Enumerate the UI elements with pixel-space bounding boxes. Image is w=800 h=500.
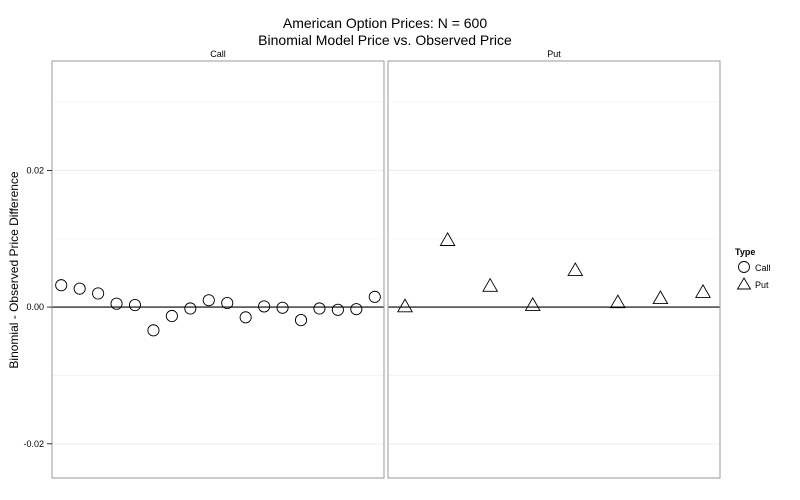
data-point-put — [439, 231, 456, 246]
legend-put-triangle-icon — [736, 277, 752, 290]
data-point-call — [147, 324, 160, 337]
data-point-call — [165, 309, 178, 323]
data-point-call — [276, 301, 289, 314]
y-tick-label: 0.00 — [26, 302, 44, 312]
data-point-call — [350, 303, 363, 316]
data-point-call — [202, 294, 215, 307]
data-point-put — [482, 277, 499, 292]
data-point-call — [258, 300, 271, 313]
data-point-call — [239, 311, 252, 324]
data-point-call — [55, 279, 68, 292]
legend-title: Type — [735, 247, 755, 257]
data-point-put — [524, 296, 541, 311]
y-tick-label: -0.02 — [23, 439, 44, 449]
data-point-call — [184, 302, 197, 315]
data-point-put — [652, 290, 669, 305]
data-point-call — [221, 296, 234, 310]
data-point-call — [92, 287, 105, 300]
panel-background — [388, 61, 720, 478]
legend-call-circle-icon — [738, 261, 750, 273]
chart-title: American Option Prices: N = 600 — [283, 15, 487, 31]
facet-strip-label: Call — [210, 49, 226, 59]
panel-background — [52, 61, 384, 478]
panel-border — [51, 60, 385, 479]
panel-border — [387, 60, 721, 479]
y-axis-label: Binomial - Observed Price Difference — [7, 171, 21, 369]
data-point-put — [609, 294, 626, 309]
data-point-put — [567, 262, 584, 277]
data-point-call — [128, 298, 142, 312]
y-axis-ticks: -0.02 0.00 0.02 — [23, 165, 52, 449]
panel-call: Call — [51, 49, 385, 479]
panel-put: Put — [387, 49, 721, 479]
data-point-call — [110, 297, 123, 310]
data-point-call — [331, 303, 344, 316]
legend-label-call: Call — [755, 263, 771, 273]
data-point-put — [694, 283, 711, 298]
legend-label-put: Put — [755, 280, 769, 290]
data-point-call — [294, 314, 308, 327]
y-tick-label: 0.02 — [26, 165, 44, 175]
data-point-call — [313, 302, 326, 315]
data-point-call — [73, 282, 86, 295]
data-point-call — [368, 290, 381, 303]
facet-panels: Call Put — [51, 49, 721, 479]
chart-subtitle: Binomial Model Price vs. Observed Price — [258, 32, 512, 48]
legend: Type Call Put — [735, 247, 771, 290]
facet-strip-label: Put — [547, 49, 561, 59]
data-point-put — [397, 298, 414, 313]
